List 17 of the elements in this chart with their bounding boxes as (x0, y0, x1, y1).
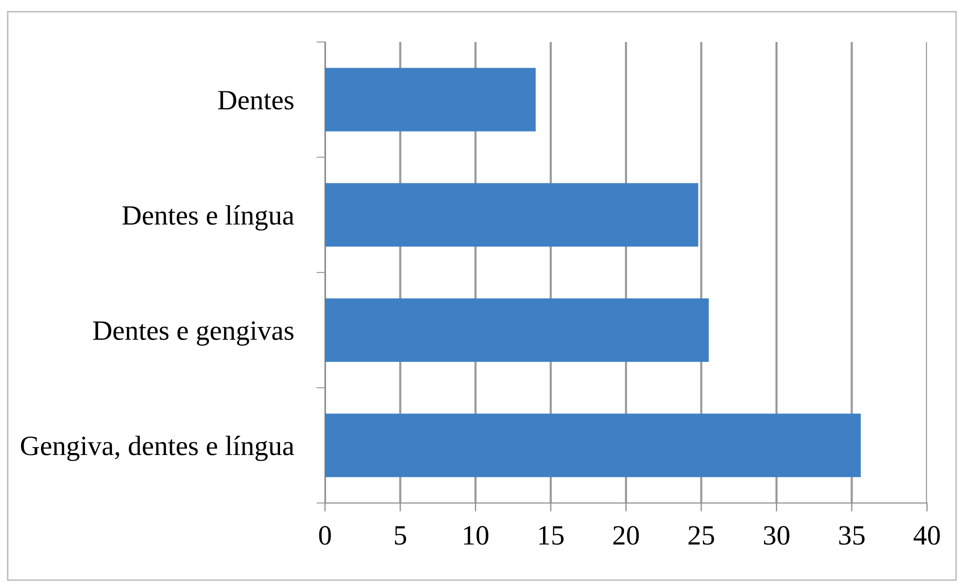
y-tick-label: Dentes (218, 91, 294, 110)
y-tick-label: Gengiva, dentes e língua (20, 436, 294, 462)
x-tick-label: 40 (914, 526, 940, 545)
x-tick-label: 25 (688, 526, 714, 545)
x-tick-label: 35 (839, 526, 865, 545)
bar (325, 298, 709, 362)
y-tick-label: Dentes e língua (122, 205, 294, 231)
x-tick-label: 15 (539, 526, 564, 545)
x-tick-label: 5 (394, 526, 406, 545)
bar (325, 68, 536, 132)
x-tick-label: 0 (319, 526, 331, 545)
bar (325, 183, 698, 247)
y-tick-label: Dentes e gengivas (93, 321, 294, 346)
bar (325, 414, 861, 478)
x-tick-label: 10 (464, 526, 488, 545)
x-tick-label: 30 (764, 526, 790, 545)
x-tick-label: 20 (613, 526, 639, 545)
